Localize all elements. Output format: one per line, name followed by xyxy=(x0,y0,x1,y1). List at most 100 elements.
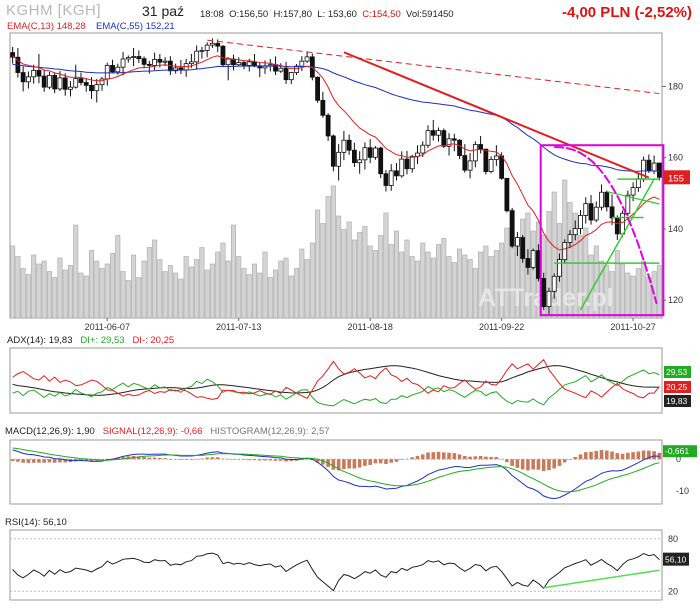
candle-body xyxy=(446,138,452,147)
candle-body xyxy=(57,77,63,90)
adx-value-label: 20,25 xyxy=(666,382,688,392)
candle-body xyxy=(557,259,562,277)
macd-histogram-bar xyxy=(26,459,31,464)
candle-body xyxy=(578,214,583,229)
volume-bar xyxy=(15,256,21,319)
macd-histogram-bar xyxy=(410,457,415,460)
candle-body xyxy=(504,177,510,212)
macd-histogram-bar xyxy=(205,457,209,460)
price-axis-label: 180 xyxy=(668,81,683,91)
macd-histogram-bar xyxy=(52,459,57,463)
macd-histogram-bar xyxy=(463,456,467,460)
quote-open: O:156,50 xyxy=(229,9,269,20)
volume-bar xyxy=(131,254,137,319)
candle-body xyxy=(346,139,352,151)
macd-histogram-bar xyxy=(173,459,178,460)
macd-histogram-bar xyxy=(278,459,283,461)
candle-body xyxy=(62,77,68,90)
macd-histogram-bar xyxy=(58,459,62,463)
rsi-value-label: 56,10 xyxy=(665,555,687,565)
macd-histogram-bar xyxy=(562,459,567,463)
candle-body xyxy=(441,130,447,147)
macd-axis-label: 0 xyxy=(676,454,681,464)
candle-body xyxy=(646,159,652,172)
price-axis-label: 120 xyxy=(668,295,683,305)
volume-bar xyxy=(10,245,16,319)
macd-histogram-bar xyxy=(21,459,25,463)
volume-bar xyxy=(351,239,357,319)
candle-body xyxy=(20,72,26,83)
macd-histogram-bar xyxy=(420,454,425,460)
date-axis-label: 2011-06-07 xyxy=(85,322,130,332)
resistance-trendline-dashed xyxy=(207,39,660,95)
macd-histogram-bar xyxy=(200,458,204,460)
candle-body xyxy=(541,278,547,307)
macd-histogram-bar xyxy=(257,459,262,461)
candle-body xyxy=(47,74,52,88)
candle-body xyxy=(472,144,478,162)
volume-bar xyxy=(104,263,110,319)
volume-bar xyxy=(577,235,583,319)
adx-value-badge xyxy=(664,395,691,407)
ohlc-quote: 18:08 O:156,50 H:157,80 L: 153,60 C:154,… xyxy=(200,9,454,20)
candle-body xyxy=(31,70,37,78)
macd-histogram-bar xyxy=(615,453,620,460)
volume-bar xyxy=(262,251,268,319)
candle-body xyxy=(357,159,363,164)
volume-bar xyxy=(278,260,284,319)
macd-histogram-bar xyxy=(31,459,36,463)
volume-bar xyxy=(641,260,647,319)
quote-time: 18:08 xyxy=(200,9,224,20)
volume-bar xyxy=(572,212,578,319)
macd-histogram-bar xyxy=(399,459,404,460)
candle-body xyxy=(493,155,499,160)
macd-label: MACD(12,26,9): 1,90 xyxy=(5,426,95,437)
macd-histogram-bar xyxy=(357,459,362,468)
candle-body xyxy=(499,155,505,179)
candle-body xyxy=(283,67,289,81)
candle-body xyxy=(136,56,142,60)
volume-bar xyxy=(78,272,84,319)
volume-bar xyxy=(167,265,173,319)
volume-bar xyxy=(457,248,463,319)
macd-histogram-bar xyxy=(315,459,320,463)
candle-body xyxy=(362,147,368,161)
macd-histogram-bar xyxy=(336,459,341,471)
macd-histogram-bar xyxy=(247,459,252,461)
candle-body xyxy=(488,159,494,172)
quote-high: H:157,80 xyxy=(273,9,312,20)
macd-histogram-bar xyxy=(342,459,346,470)
volume-bar xyxy=(493,250,499,319)
macd-pane-signal-12-26-9-line xyxy=(12,447,660,493)
macd-histogram-bar xyxy=(610,451,614,460)
volume-bar xyxy=(446,256,452,319)
candle-body xyxy=(173,67,179,72)
rsi-axis-label: 20 xyxy=(668,586,678,596)
candle-body xyxy=(10,52,16,58)
macd-histogram-bar xyxy=(215,457,220,460)
candle-body xyxy=(635,178,641,189)
volume-bar xyxy=(330,185,336,319)
volume-bar xyxy=(257,272,263,319)
macd-histogram-bar xyxy=(478,456,483,460)
volume-bar xyxy=(31,254,37,319)
candle-body xyxy=(36,70,42,77)
price-axis-label: 140 xyxy=(668,224,683,234)
macd-histogram-bar xyxy=(300,459,304,460)
volume-bar xyxy=(120,271,126,319)
volume-bar xyxy=(315,209,321,319)
last-price-label: 155 xyxy=(668,173,684,184)
macd-histogram-bar xyxy=(105,458,110,460)
candle-body xyxy=(115,66,121,73)
volume-bar xyxy=(430,257,436,319)
macd-histogram-bar xyxy=(47,459,52,463)
candle-body xyxy=(189,61,194,65)
macd-histogram-bar xyxy=(89,459,94,462)
volume-bar xyxy=(367,245,373,319)
candle-body xyxy=(162,60,168,63)
volume-bar xyxy=(62,269,68,319)
candle-body xyxy=(315,76,320,101)
macd-value-badge xyxy=(663,445,697,458)
candle-body xyxy=(651,162,657,172)
candle-body xyxy=(278,67,284,72)
